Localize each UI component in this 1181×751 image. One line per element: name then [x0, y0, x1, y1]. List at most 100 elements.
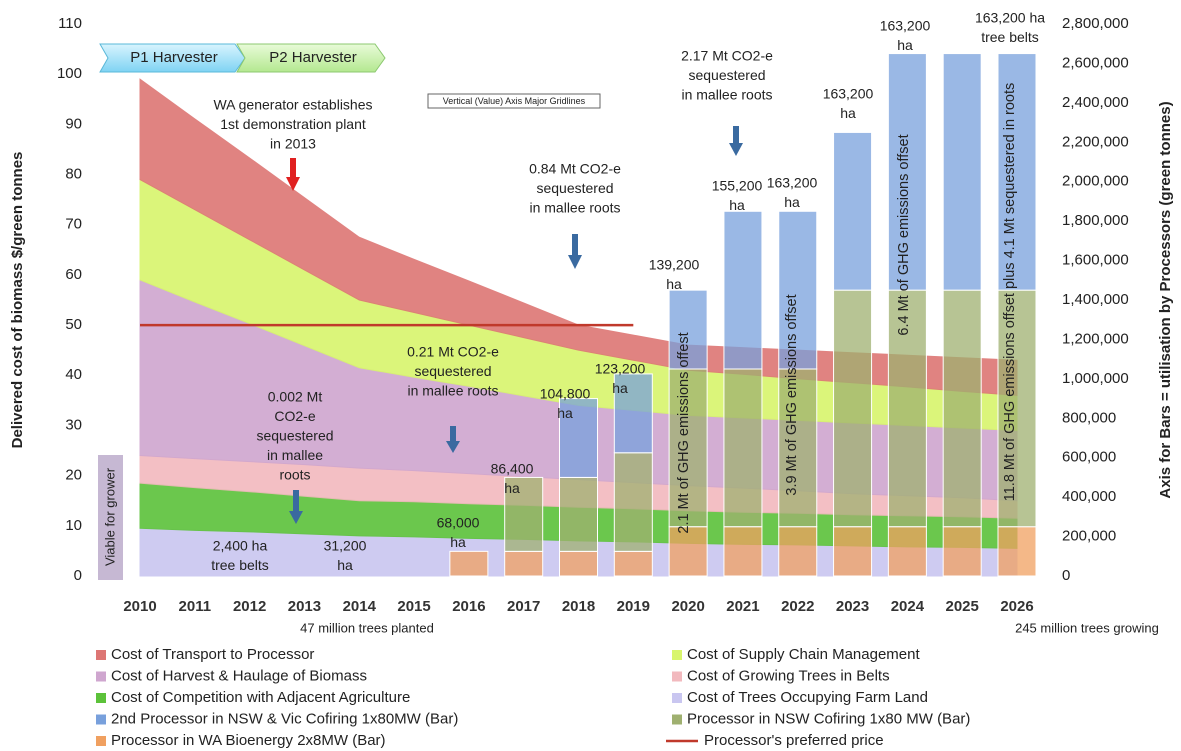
annotation: ha [784, 194, 800, 210]
y-tick-label: 50 [65, 316, 82, 333]
viable-label: Viable for grower [102, 467, 117, 566]
y-tick-label: 30 [65, 416, 82, 433]
bar [723, 526, 763, 577]
bar [613, 452, 653, 552]
y2-tick-label: 400,000 [1062, 488, 1116, 505]
y2-tick-label: 2,600,000 [1062, 54, 1129, 71]
annotation: sequestered [414, 363, 491, 379]
x-tick-label: 2014 [343, 598, 377, 615]
legend-swatch [672, 650, 682, 660]
annotation: ha [337, 557, 353, 573]
legend-label: Cost of Transport to Processor [111, 646, 314, 663]
annotation: ha [666, 276, 682, 292]
annotation: ha [897, 37, 913, 53]
annotation: 0.84 Mt CO2-e [529, 161, 621, 177]
annotation: 1st demonstration plant [220, 116, 366, 132]
annotation: ha [612, 380, 628, 396]
annotation: ha [504, 480, 520, 496]
y2-tick-label: 600,000 [1062, 449, 1116, 466]
annotation: 0.21 Mt CO2-e [407, 344, 499, 360]
legend-swatch [672, 671, 682, 682]
legend-label: Cost of Competition with Adjacent Agricu… [111, 689, 410, 706]
x-tick-label: 2021 [726, 598, 759, 615]
bar [668, 368, 708, 528]
bar [997, 53, 1037, 291]
annotation: 163,200 [823, 86, 874, 102]
annotation: ha [557, 405, 573, 421]
annotation: ha [450, 534, 466, 550]
vertical-note: 6.4 Mt of GHG emissions offset [896, 134, 912, 335]
annotation: 31,200 [324, 538, 367, 554]
y-tick-label: 40 [65, 366, 82, 383]
annotation: ha [840, 105, 856, 121]
bar [997, 526, 1037, 577]
bar [833, 131, 873, 291]
annotation: 123,200 [595, 361, 646, 377]
x-tick-label: 2015 [397, 598, 430, 615]
overlay: P1 Harvester P2 Harvester Vertical (Valu… [9, 43, 1174, 635]
annotation: sequestered [256, 428, 333, 444]
legend-swatch [96, 650, 106, 660]
vertical-note: 11.8 Mt of GHG emissions offset plus 4.1… [1002, 83, 1018, 502]
arrow [729, 126, 743, 156]
bar [559, 550, 598, 577]
x-tick-label: 2019 [617, 598, 650, 615]
x-tick-label: 2012 [233, 598, 266, 615]
y2-tick-label: 2,200,000 [1062, 133, 1129, 150]
y-tick-label: 90 [65, 115, 82, 132]
annotation: roots [279, 467, 310, 483]
x-tick-label: 2022 [781, 598, 814, 615]
x-tick-label: 2016 [452, 598, 485, 615]
legend-label: Cost of Supply Chain Management [687, 646, 920, 663]
arrow [289, 490, 303, 524]
annotation: tree belts [981, 29, 1039, 45]
annotation: 2,400 ha [213, 538, 268, 554]
x-note: 245 million trees growing [1015, 620, 1159, 635]
y-tick-label: 0 [74, 567, 82, 584]
annotation: in 2013 [270, 136, 316, 152]
bar [942, 526, 982, 577]
bar [887, 289, 927, 528]
y2-axis-label: Axis for Bars = utilisation by Processor… [1157, 101, 1174, 498]
legend-label: Cost of Trees Occupying Farm Land [687, 689, 928, 706]
bar [449, 550, 489, 577]
bar [559, 476, 598, 552]
y-tick-label: 80 [65, 166, 82, 183]
legend-swatch [96, 693, 106, 703]
y-tick-label: 100 [57, 65, 82, 82]
legend-label: Cost of Growing Trees in Belts [687, 667, 890, 684]
y-tick-label: 60 [65, 266, 82, 283]
y-tick-label: 10 [65, 517, 82, 534]
bar [997, 289, 1037, 528]
x-tick-label: 2020 [671, 598, 704, 615]
bars [140, 53, 1037, 577]
bar [723, 368, 763, 528]
tooltip-box [427, 93, 601, 109]
y2-tick-label: 2,400,000 [1062, 94, 1129, 111]
annotation: 68,000 [437, 515, 480, 531]
arrow [568, 234, 582, 269]
x-tick-label: 2013 [288, 598, 321, 615]
annotation: 2.17 Mt CO2-e [681, 48, 773, 64]
y2-tick-label: 2,800,000 [1062, 15, 1129, 32]
x-tick-label: 2017 [507, 598, 540, 615]
x-tick-label: 2023 [836, 598, 869, 615]
bar [833, 289, 873, 528]
x-tick-label: 2010 [123, 598, 156, 615]
x-tick-label: 2011 [179, 598, 212, 615]
legend-swatch [672, 714, 682, 725]
y2-tick-label: 0 [1062, 567, 1070, 584]
bar [887, 526, 927, 577]
bar [833, 526, 873, 577]
y-tick-label: 110 [58, 15, 82, 32]
bar [778, 526, 818, 577]
y2-tick-label: 1,800,000 [1062, 212, 1129, 229]
legend-swatch [96, 671, 106, 682]
annotation: WA generator establishes [213, 97, 372, 113]
bar [613, 373, 653, 454]
legend-label: Processor in WA Bioenergy 2x8MW (Bar) [111, 732, 386, 749]
y-tick-label: 20 [65, 467, 82, 484]
bar [942, 289, 982, 528]
annotation: CO2-e [274, 408, 315, 424]
